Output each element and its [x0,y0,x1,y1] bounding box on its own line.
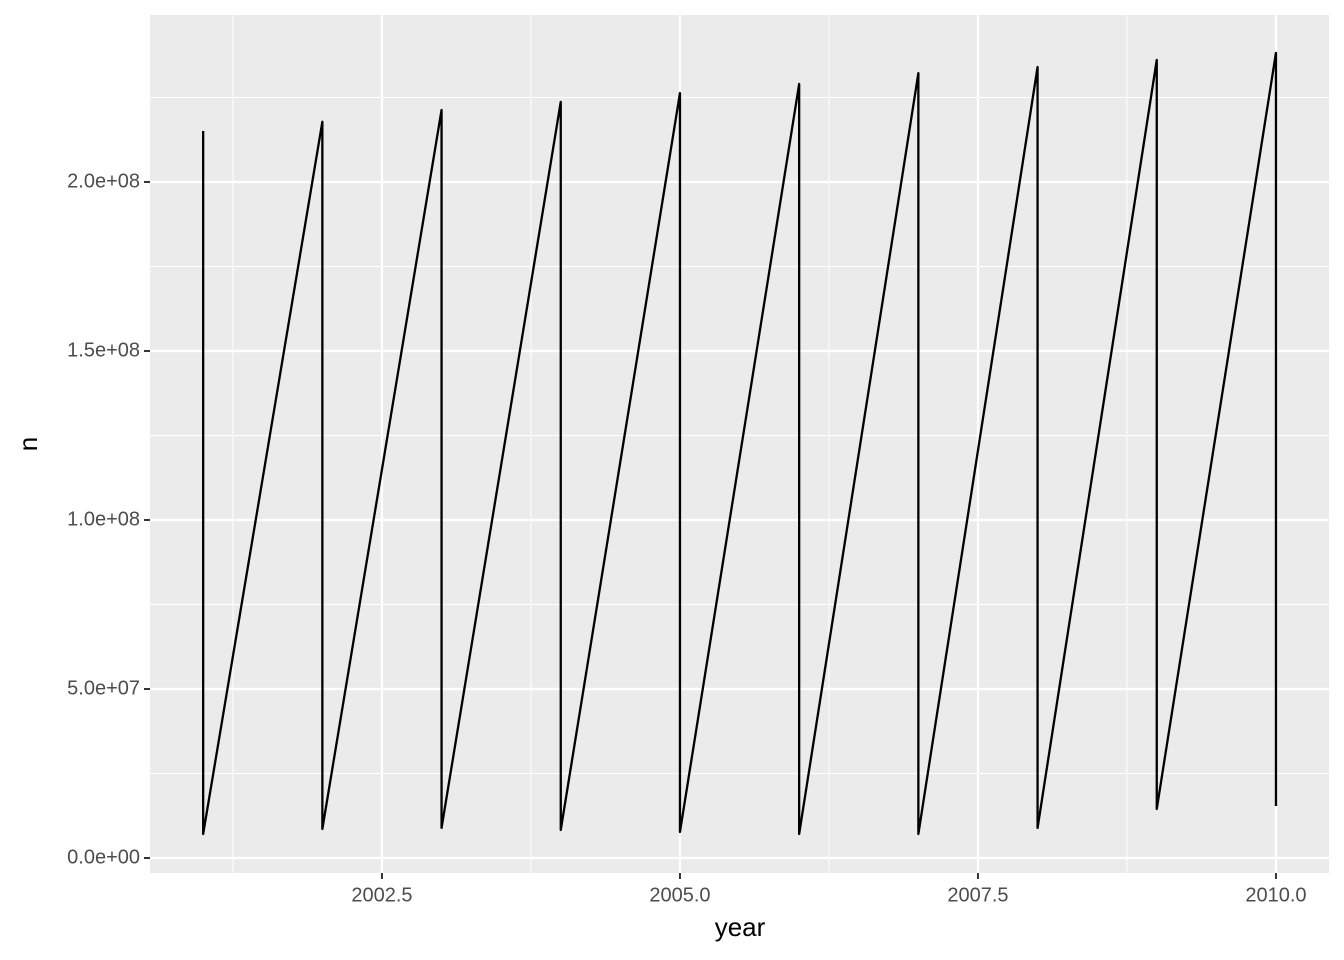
x-tick-label: 2002.5 [351,884,412,906]
x-tick-label: 2005.0 [649,884,710,906]
y-tick-label: 5.0e+07 [67,677,140,699]
data-line [202,51,1278,836]
plot-panel [150,15,1329,873]
y-axis-title: n [13,437,43,451]
x-tick-label: 2007.5 [947,884,1008,906]
x-tick-label: 2010.0 [1245,884,1306,906]
y-tick-label: 1.0e+08 [67,508,140,530]
x-axis-title: year [715,912,766,942]
y-tick-label: 0.0e+00 [67,846,140,868]
y-tick-label: 2.0e+08 [67,170,140,192]
y-tick-label: 1.5e+08 [67,339,140,361]
